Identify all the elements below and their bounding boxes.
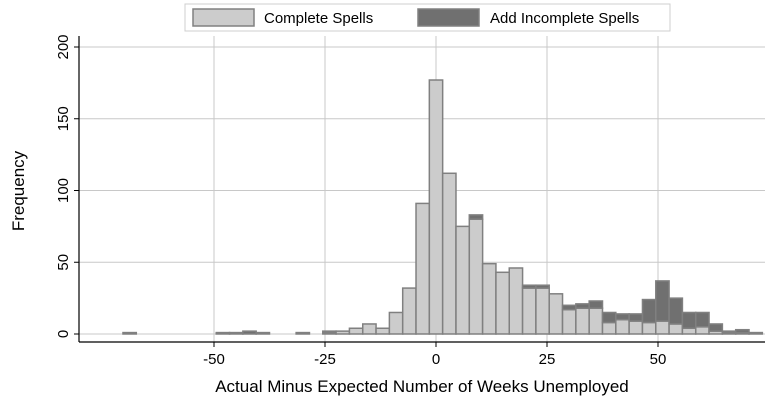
bar-complete-spells	[668, 323, 684, 335]
bar-add-incomplete-spells	[588, 300, 604, 309]
x-tick-label: -25	[314, 351, 336, 368]
legend: Complete Spells Add Incomplete Spells	[184, 3, 671, 32]
bar-complete-spells	[601, 321, 617, 335]
x-tick-label: -50	[203, 351, 225, 368]
bar-add-incomplete-spells	[215, 331, 231, 335]
y-tick-label: 100	[55, 178, 72, 203]
bar-complete-spells	[535, 287, 550, 335]
bar-complete-spells	[521, 287, 537, 335]
bar-complete-spells	[348, 327, 364, 335]
bar-add-incomplete-spells	[748, 331, 764, 335]
bar-complete-spells	[548, 293, 564, 335]
bar-complete-spells	[681, 327, 697, 335]
bar-complete-spells	[468, 218, 484, 335]
bar-add-incomplete-spells	[122, 331, 138, 335]
bar-add-incomplete-spells	[468, 214, 484, 220]
bar-complete-spells	[401, 287, 417, 335]
legend-swatch-complete-spells	[192, 8, 255, 27]
histogram-bars	[122, 79, 764, 335]
y-tick-label: 0	[55, 330, 72, 338]
axes	[78, 36, 765, 343]
bar-add-incomplete-spells	[708, 323, 724, 332]
bar-add-incomplete-spells	[561, 304, 577, 311]
y-tick-label: 50	[55, 254, 72, 271]
bar-add-incomplete-spells	[255, 331, 271, 335]
bar-add-incomplete-spells	[322, 330, 337, 334]
bar-add-incomplete-spells	[721, 330, 737, 334]
bar-complete-spells	[508, 267, 524, 335]
x-tick-label: 0	[432, 351, 440, 368]
bar-complete-spells	[694, 326, 710, 335]
bar-complete-spells	[415, 202, 431, 335]
x-tick-label: 50	[650, 351, 667, 368]
grid-lines	[79, 36, 765, 342]
bar-complete-spells	[375, 327, 391, 335]
legend-swatch-add-incomplete-spells	[417, 8, 480, 27]
bar-add-incomplete-spells	[535, 284, 550, 289]
bar-complete-spells	[455, 225, 471, 335]
bar-complete-spells	[641, 321, 657, 335]
legend-label-complete-spells: Complete Spells	[264, 10, 373, 27]
bar-add-incomplete-spells	[628, 313, 644, 322]
bar-add-incomplete-spells	[228, 331, 244, 335]
bar-complete-spells	[588, 307, 604, 335]
bar-complete-spells	[561, 308, 577, 335]
y-tick-label: 150	[55, 106, 72, 131]
bar-complete-spells	[495, 271, 511, 335]
bar-complete-spells	[388, 311, 404, 335]
x-axis-label: Actual Minus Expected Number of Weeks Un…	[215, 377, 629, 396]
bar-complete-spells	[615, 318, 630, 335]
bar-add-incomplete-spells	[668, 297, 684, 325]
bar-add-incomplete-spells	[734, 328, 750, 334]
bar-complete-spells	[575, 307, 590, 335]
bar-complete-spells	[655, 320, 670, 335]
legend-label-add-incomplete-spells: Add Incomplete Spells	[490, 10, 639, 27]
bar-add-incomplete-spells	[242, 330, 257, 335]
bar-complete-spells	[428, 79, 444, 335]
bar-add-incomplete-spells	[575, 303, 590, 309]
bar-add-incomplete-spells	[641, 298, 657, 324]
tick-labels: 0 50 100 150 200 -50 -25 0 25 50	[55, 34, 666, 368]
bar-complete-spells	[361, 323, 377, 335]
x-tick-label: 25	[539, 351, 556, 368]
bar-complete-spells	[335, 330, 351, 335]
bar-complete-spells	[441, 172, 457, 335]
bar-complete-spells	[481, 262, 497, 335]
bar-add-incomplete-spells	[295, 331, 311, 335]
bar-add-incomplete-spells	[655, 280, 670, 322]
bar-add-incomplete-spells	[681, 311, 697, 330]
bar-add-incomplete-spells	[694, 311, 710, 328]
bar-complete-spells	[628, 320, 644, 335]
bar-add-incomplete-spells	[601, 311, 617, 324]
y-tick-label: 200	[55, 34, 72, 59]
bar-add-incomplete-spells	[615, 313, 630, 321]
y-axis-label: Frequency	[9, 150, 28, 231]
bar-add-incomplete-spells	[521, 284, 537, 289]
